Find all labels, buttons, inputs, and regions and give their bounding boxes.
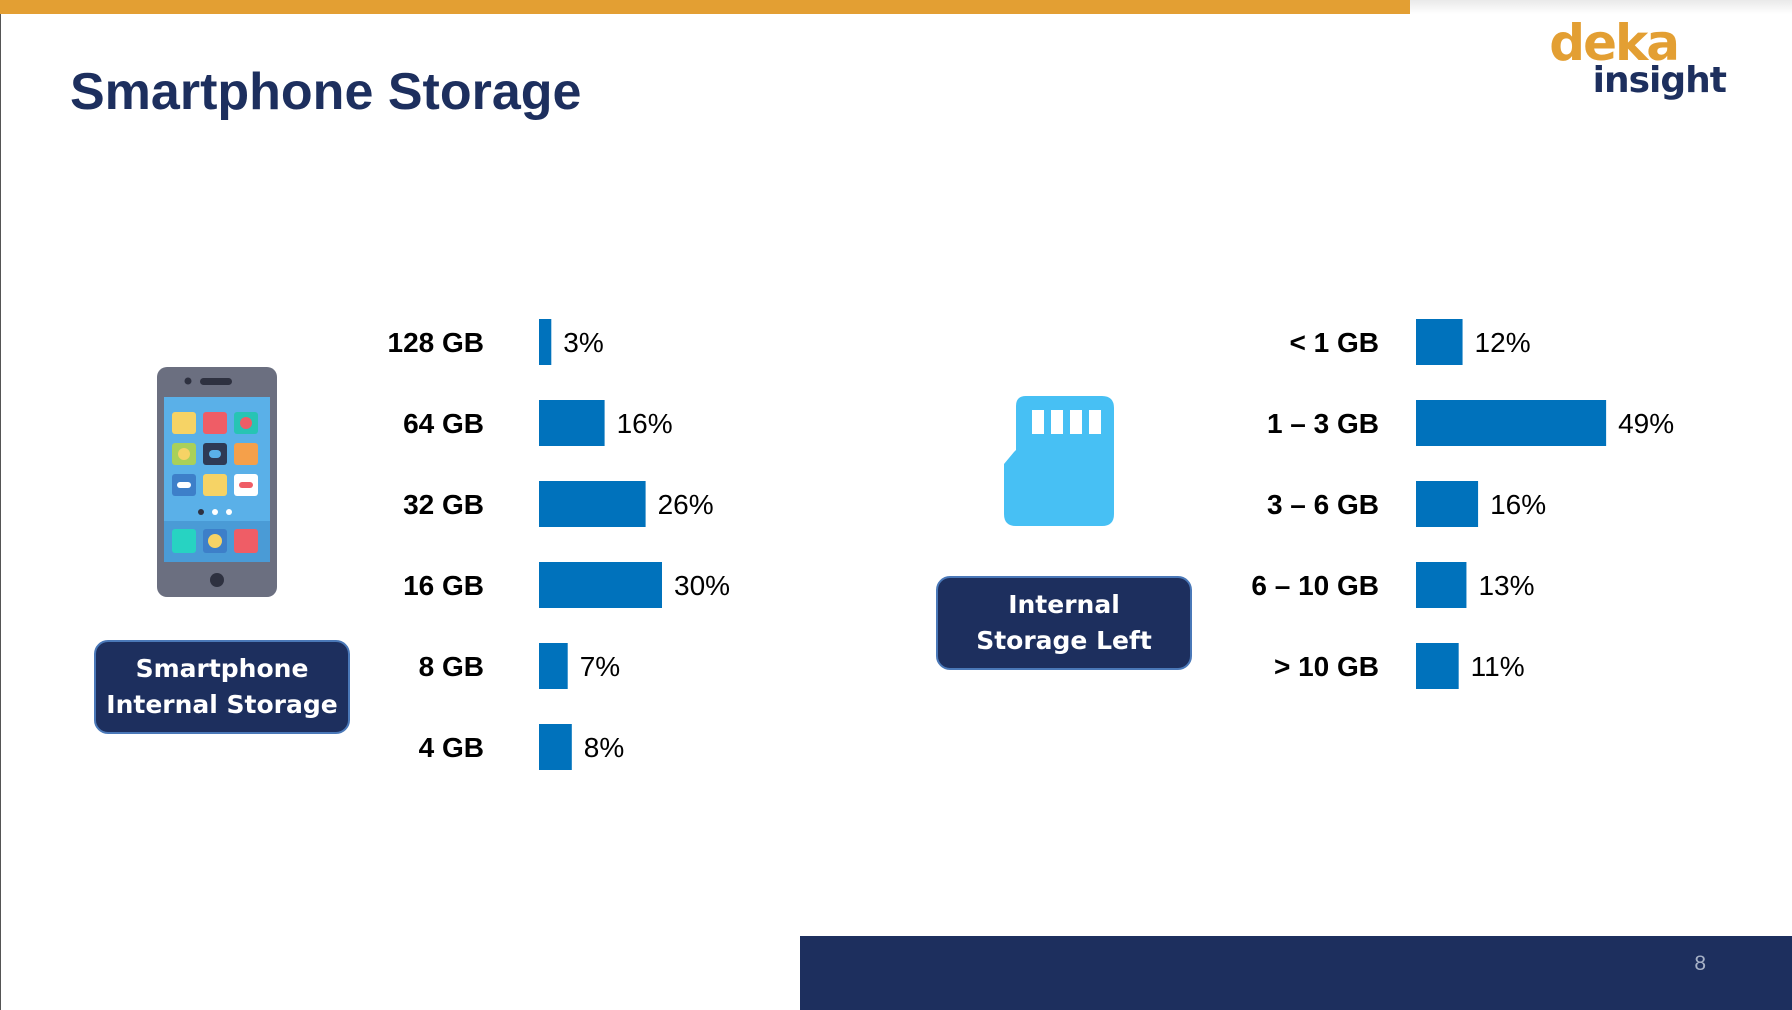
slide-left-border <box>0 0 1 1010</box>
sd-card-icon <box>1004 396 1114 526</box>
category-label: 4 GB <box>419 732 484 763</box>
value-label: 49% <box>1618 408 1674 439</box>
bar-chart-1: 128 GB 3% 64 GB 16% 32 GB 26% 16 GB 30% 8 GB 7% 4 … <box>388 319 730 770</box>
bar <box>1416 562 1467 608</box>
value-label: 3% <box>563 327 603 358</box>
bar <box>1416 319 1463 365</box>
category-label: 32 GB <box>403 489 484 520</box>
bar <box>539 319 552 365</box>
category-label: 1 – 3 GB <box>1267 408 1379 439</box>
value-label: 13% <box>1478 570 1534 601</box>
value-label: 7% <box>580 651 620 682</box>
phone-tag-line2: Internal Storage <box>106 690 338 719</box>
bar <box>539 400 605 446</box>
category-label: 3 – 6 GB <box>1267 489 1379 520</box>
bar <box>539 481 646 527</box>
bar <box>1416 481 1479 527</box>
smartphone-icon <box>157 367 277 597</box>
bar <box>539 724 572 770</box>
top-bar-shadow <box>1410 0 1792 14</box>
bar <box>539 562 662 608</box>
logo-wordmark-top: deka <box>1549 14 1680 72</box>
storage-tag-line2: Storage Left <box>976 626 1152 655</box>
logo-wordmark-bottom: insight <box>1592 60 1727 101</box>
category-label: > 10 GB <box>1274 651 1379 682</box>
bar <box>1416 400 1607 446</box>
page-number: 8 <box>1694 952 1706 975</box>
internal-storage-left-label: Internal Storage Left <box>936 576 1192 670</box>
value-label: 16% <box>1490 489 1546 520</box>
category-label: 64 GB <box>403 408 484 439</box>
top-accent-bar <box>0 0 1410 14</box>
value-label: 30% <box>674 570 730 601</box>
deka-insight-logo: deka insight <box>1549 14 1740 104</box>
bar-chart-2: < 1 GB 12% 1 – 3 GB 49% 3 – 6 GB 16% 6 – 10 GB… <box>1251 319 1674 689</box>
value-label: 26% <box>658 489 714 520</box>
storage-tag-line1: Internal <box>1008 590 1120 619</box>
smartphone-internal-storage-label: Smartphone Internal Storage <box>94 640 350 734</box>
category-label: 8 GB <box>419 651 484 682</box>
slide-title: Smartphone Storage <box>70 63 582 121</box>
value-label: 8% <box>584 732 624 763</box>
category-label: 128 GB <box>388 327 485 358</box>
bar <box>539 643 568 689</box>
phone-tag-line1: Smartphone <box>135 654 309 683</box>
bar <box>1416 643 1459 689</box>
value-label: 16% <box>617 408 673 439</box>
category-label: 16 GB <box>403 570 484 601</box>
value-label: 11% <box>1471 651 1525 682</box>
value-label: 12% <box>1475 327 1531 358</box>
footer-bar: 8 <box>800 936 1792 1010</box>
category-label: 6 – 10 GB <box>1251 570 1379 601</box>
category-label: < 1 GB <box>1290 327 1379 358</box>
